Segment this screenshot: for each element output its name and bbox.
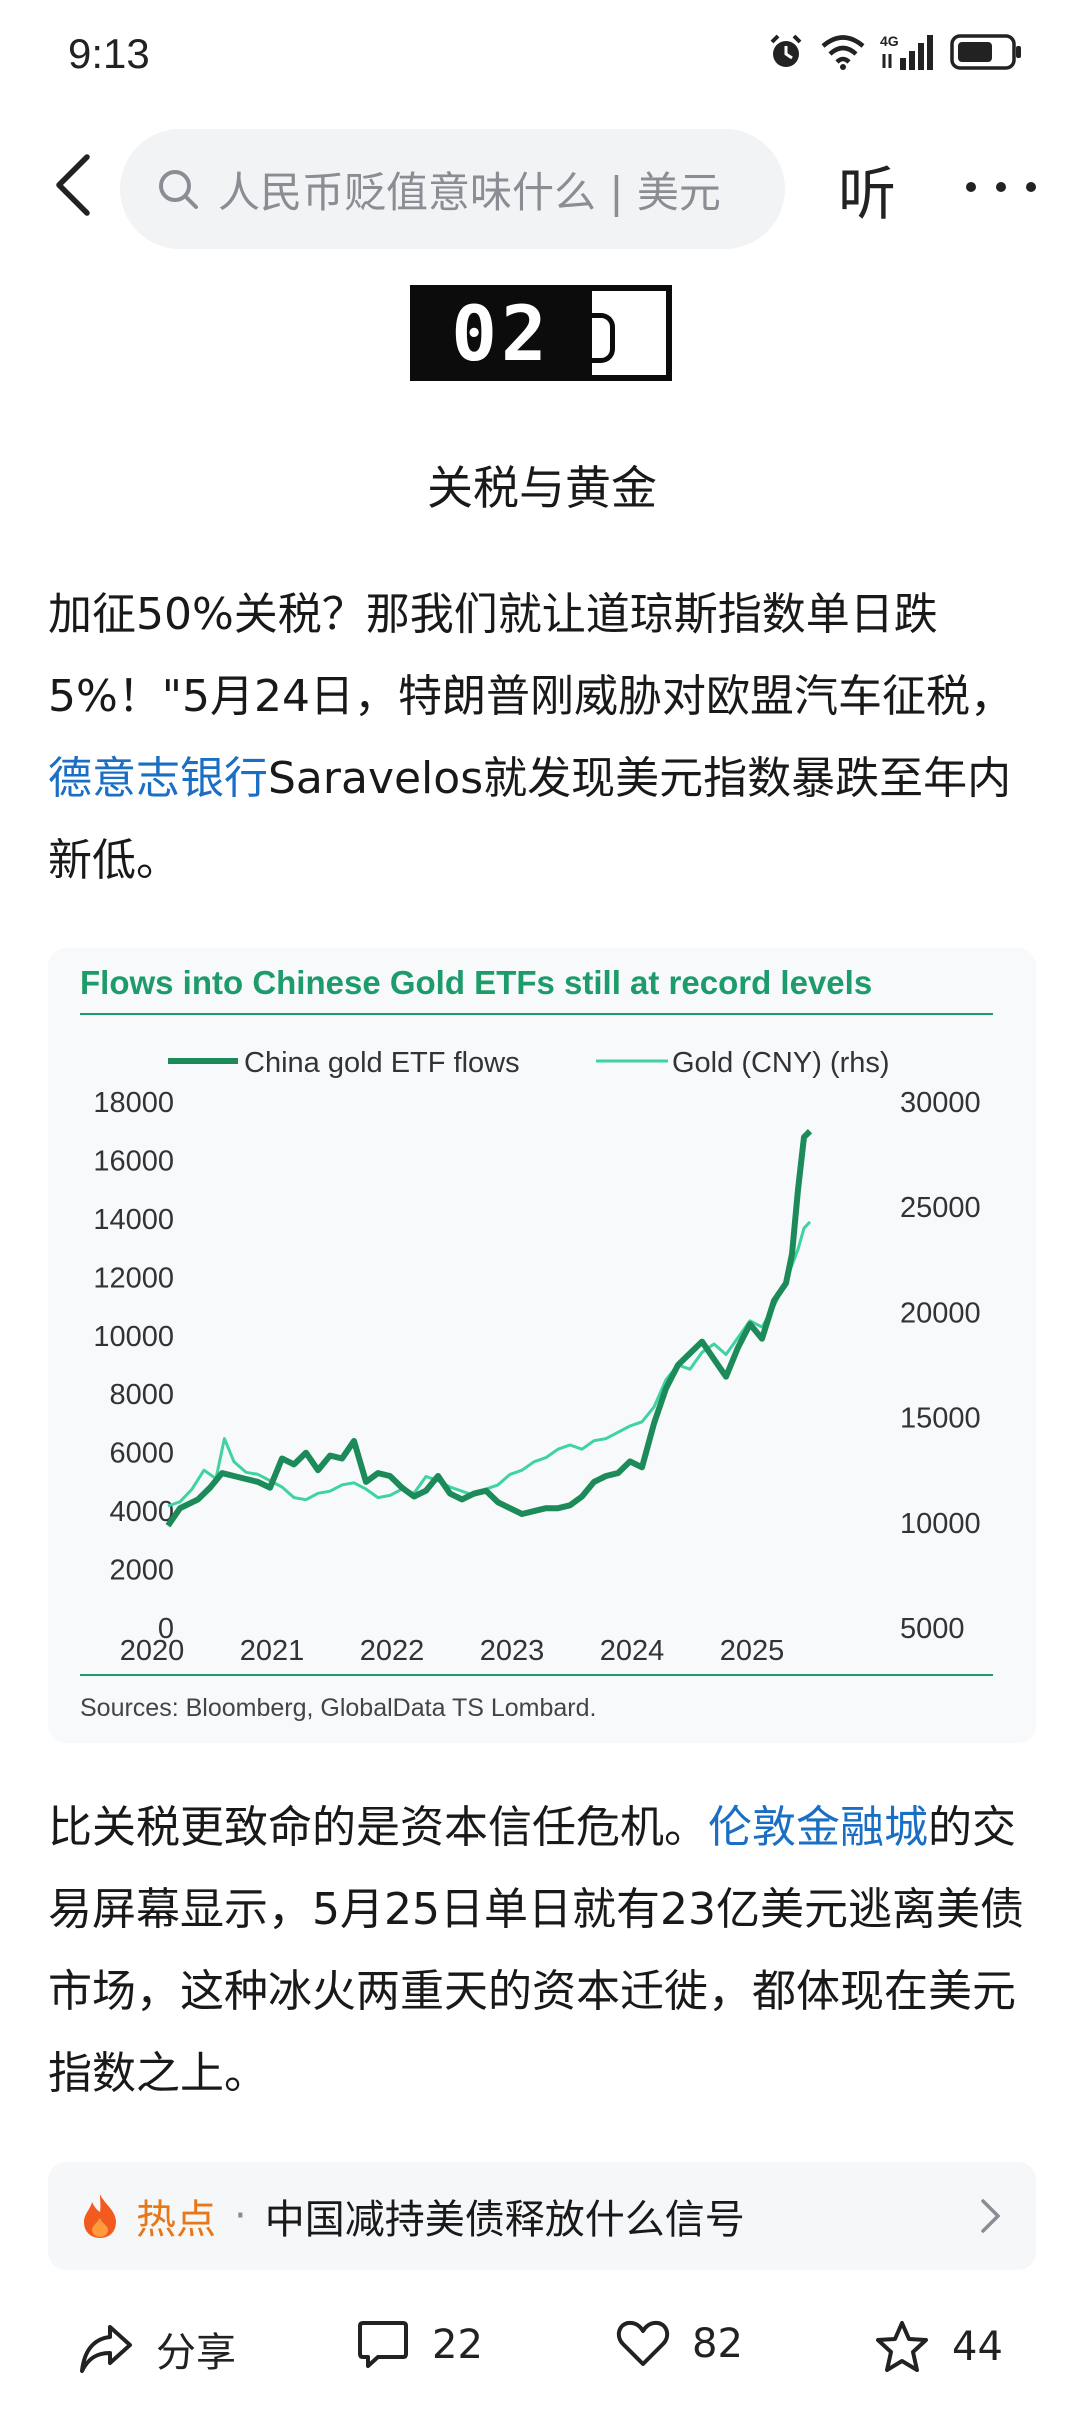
y-right-tick-label: 5000 — [900, 1613, 965, 1645]
chart-title: Flows into Chinese Gold ETFs still at re… — [80, 964, 872, 1001]
article-paragraph-1: 加征50%关税？那我们就让道琼斯指数单日跌5%！"5月24日，特朗普刚威胁对欧盟… — [48, 574, 1038, 902]
section-title: 关税与黄金 — [427, 461, 657, 515]
comment-icon — [358, 2321, 408, 2368]
section-number-badge: 02 — [410, 285, 672, 381]
y-left-tick-label: 8000 — [109, 1379, 174, 1411]
paragraph-text: 加征50%关税？那我们就让道琼斯指数单日跌5%！"5月24日，特朗普刚威胁对欧盟… — [48, 589, 1015, 722]
flame-icon — [84, 2194, 116, 2238]
4g-signal-icon: 4G — [880, 33, 933, 70]
y-right-tick-label: 20000 — [900, 1297, 981, 1329]
paragraph-text: 比关税更致命的是资本信任危机。 — [48, 1802, 708, 1853]
like-count: 82 — [692, 2321, 743, 2367]
link-deutsche-bank[interactable]: 德意志银行 — [48, 753, 268, 804]
y-left-tick-label: 14000 — [93, 1204, 174, 1236]
hot-topic-bar[interactable]: 热点 · 中国减持美债释放什么信号 — [48, 2162, 1036, 2270]
chart-legend: China gold ETF flows Gold (CNY) (rhs) — [168, 1047, 890, 1079]
share-button[interactable]: 分享 — [78, 2320, 236, 2378]
status-bar: 9:13 4G — [0, 0, 1084, 110]
chart-image[interactable]: Flows into Chinese Gold ETFs still at re… — [48, 948, 1036, 1743]
comment-count: 22 — [432, 2322, 483, 2368]
gold-etf-chart: Flows into Chinese Gold ETFs still at re… — [80, 964, 993, 1722]
status-icons: 4G — [766, 32, 1022, 72]
status-time: 9:13 — [68, 30, 150, 77]
share-label: 分享 — [156, 2330, 236, 2376]
share-icon — [80, 2325, 132, 2373]
y-left-tick-label: 18000 — [93, 1087, 174, 1119]
heart-icon — [616, 2320, 670, 2366]
legend-label-etf: China gold ETF flows — [244, 1047, 520, 1079]
hot-label: 热点 — [136, 2197, 216, 2243]
chart-source: Sources: Bloomberg, GlobalData TS Lombar… — [80, 1694, 596, 1722]
link-city-of-london[interactable]: 伦敦金融城 — [708, 1802, 928, 1853]
more-dot-icon — [966, 182, 976, 192]
search-box[interactable]: 人民币贬值意味什么 | 美元 — [120, 129, 785, 249]
favorite-button[interactable]: 44 — [874, 2320, 1003, 2374]
star-icon — [876, 2321, 928, 2372]
y-left-tick-label: 4000 — [109, 1496, 174, 1528]
more-dot-icon — [996, 182, 1006, 192]
comment-button[interactable]: 22 — [356, 2320, 483, 2370]
search-icon — [159, 170, 198, 209]
favorite-count: 44 — [952, 2324, 1003, 2370]
y-left-tick-label: 0 — [158, 1613, 174, 1645]
chevron-right-icon — [981, 2199, 1001, 2233]
section-number: 02 — [410, 285, 592, 381]
wifi-icon — [821, 35, 865, 70]
y-right-tick-label: 15000 — [900, 1403, 981, 1435]
x-tick-label: 2020 — [120, 1635, 185, 1667]
series-line-etf-flows — [165, 1129, 813, 1528]
y-right-tick-label: 25000 — [900, 1192, 981, 1224]
x-axis: 2020 2021 2022 2023 2024 2025 — [120, 1635, 785, 1667]
y-right-tick-label: 10000 — [900, 1508, 981, 1540]
more-dot-icon — [1026, 182, 1036, 192]
y-left-tick-label: 2000 — [109, 1555, 174, 1587]
x-tick-label: 2025 — [720, 1635, 785, 1667]
alarm-icon — [770, 34, 802, 67]
y-axis-right: 30000 25000 20000 15000 10000 5000 — [900, 1087, 981, 1645]
top-nav: 人民币贬值意味什么 | 美元 听 — [0, 125, 1084, 250]
listen-button[interactable]: 听 — [838, 160, 897, 228]
hot-topic-text: 中国减持美债释放什么信号 — [264, 2197, 745, 2243]
x-tick-label: 2022 — [360, 1635, 425, 1667]
y-left-tick-label: 10000 — [93, 1321, 174, 1353]
y-left-tick-label: 6000 — [109, 1438, 174, 1470]
back-button[interactable] — [38, 145, 108, 225]
y-left-tick-label: 12000 — [93, 1262, 174, 1294]
more-menu-button[interactable] — [966, 157, 1036, 217]
legend-label-gold: Gold (CNY) (rhs) — [672, 1047, 890, 1079]
x-tick-label: 2021 — [240, 1635, 305, 1667]
plot-area — [165, 1129, 813, 1528]
article-paragraph-2: 比关税更致命的是资本信任危机。伦敦金融城的交易屏幕显示，5月25日单日就有23亿… — [48, 1787, 1038, 2115]
paragraph-text: Saravelos就发现美元指数暴跌至年内新低。 — [48, 753, 1012, 886]
back-arrow-icon — [56, 154, 90, 216]
hot-separator: · — [234, 2193, 247, 2239]
search-query-text: 人民币贬值意味什么 | 美元 — [218, 167, 721, 217]
y-left-tick-label: 16000 — [93, 1145, 174, 1177]
battery-icon — [950, 34, 1021, 70]
like-button[interactable]: 82 — [616, 2320, 743, 2368]
network-label: 4G — [880, 33, 899, 49]
badge-bracket-decoration — [592, 285, 672, 381]
x-tick-label: 2024 — [600, 1635, 665, 1667]
x-tick-label: 2023 — [480, 1635, 545, 1667]
y-axis-left: 18000 16000 14000 12000 10000 8000 6000 4000 200… — [93, 1087, 174, 1645]
paragraph-text: 的交易屏幕显示，5月25日单日就有23亿美元逃离美债市场，这种冰火两重天的资本迁… — [48, 1802, 1024, 2099]
bottom-action-bar: 分享 22 82 44 — [0, 2300, 1084, 2412]
y-right-tick-label: 30000 — [900, 1087, 981, 1119]
